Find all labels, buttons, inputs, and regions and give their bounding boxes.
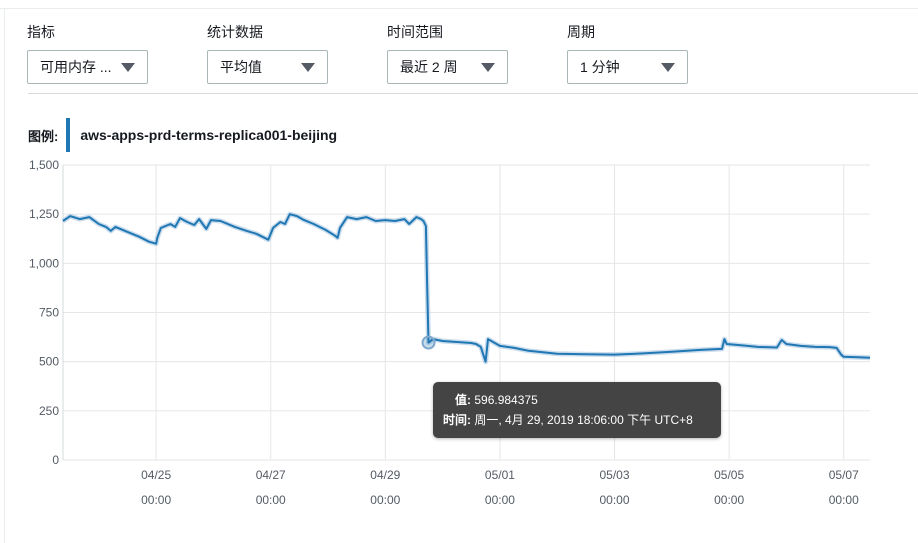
controls-divider	[28, 93, 918, 94]
time-range-control: 时间范围 最近 2 周	[387, 22, 508, 84]
tooltip-value-row: 值: 596.984375	[443, 390, 711, 410]
time-range-label: 时间范围	[387, 24, 443, 40]
y-tick-label: 1,000	[29, 256, 59, 270]
statistic-label: 统计数据	[207, 24, 263, 40]
time-range-select[interactable]: 最近 2 周	[387, 50, 508, 84]
left-panel-border	[4, 9, 5, 543]
y-tick-label: 1,250	[29, 207, 59, 221]
period-control: 周期 1 分钟	[567, 22, 688, 84]
statistic-select-value: 平均值	[220, 59, 262, 75]
x-tick-time-label: 00:00	[256, 493, 286, 507]
y-tick-label: 1,500	[29, 158, 59, 172]
x-tick-date-label: 04/27	[256, 468, 286, 482]
period-label: 周期	[567, 24, 595, 40]
chevron-down-icon	[481, 62, 495, 72]
x-tick-date-label: 05/01	[485, 468, 515, 482]
period-select[interactable]: 1 分钟	[567, 50, 688, 84]
top-panel-border	[0, 0, 918, 9]
y-tick-label: 250	[39, 404, 59, 418]
x-tick-time-label: 00:00	[714, 493, 744, 507]
tooltip-time-row: 时间: 周一, 4月 29, 2019 18:06:00 下午 UTC+8	[443, 410, 711, 430]
x-tick-date-label: 04/29	[370, 468, 400, 482]
legend-entry[interactable]: aws-apps-prd-terms-replica001-beijing	[80, 127, 338, 143]
x-tick-time-label: 00:00	[141, 493, 171, 507]
chevron-down-icon	[121, 62, 135, 72]
tooltip-time-label: 时间:	[443, 413, 471, 427]
metric-control: 指标 可用内存 ...	[27, 22, 148, 84]
x-tick-time-label: 00:00	[829, 493, 859, 507]
tooltip-time: 周一, 4月 29, 2019 18:06:00 下午 UTC+8	[474, 413, 693, 427]
time-range-select-value: 最近 2 周	[400, 59, 458, 75]
legend: 图例: aws-apps-prd-terms-replica001-beijin…	[28, 118, 337, 152]
statistic-control: 统计数据 平均值	[207, 22, 328, 84]
x-tick-date-label: 05/03	[600, 468, 630, 482]
x-tick-time-label: 00:00	[485, 493, 515, 507]
chevron-down-icon	[301, 62, 315, 72]
tooltip-value-label: 值:	[455, 393, 471, 407]
metric-label: 指标	[27, 24, 55, 40]
statistic-select[interactable]: 平均值	[207, 50, 328, 84]
highlight-marker	[421, 335, 436, 350]
x-tick-date-label: 05/05	[714, 468, 744, 482]
data-tooltip: 值: 596.984375 时间: 周一, 4月 29, 2019 18:06:…	[433, 382, 721, 438]
x-tick-time-label: 00:00	[600, 493, 630, 507]
line-chart[interactable]: 0 250 500 750 1,000 1,250 1,500 04/25 00:00 04/27…	[0, 150, 918, 520]
legend-swatch	[66, 118, 71, 152]
y-tick-label: 0	[52, 453, 59, 467]
y-tick-label: 500	[39, 355, 59, 369]
period-select-value: 1 分钟	[580, 59, 620, 75]
x-tick-date-label: 05/07	[829, 468, 859, 482]
series-line	[62, 213, 871, 363]
legend-title: 图例:	[28, 128, 59, 144]
metric-select[interactable]: 可用内存 ...	[27, 50, 148, 84]
x-tick-time-label: 00:00	[370, 493, 400, 507]
metric-select-value: 可用内存 ...	[40, 59, 112, 75]
y-tick-label: 750	[39, 306, 59, 320]
x-tick-date-label: 04/25	[141, 468, 171, 482]
series-line-shadow	[61, 211, 871, 365]
chevron-down-icon	[661, 62, 675, 72]
tooltip-value: 596.984375	[474, 393, 538, 407]
